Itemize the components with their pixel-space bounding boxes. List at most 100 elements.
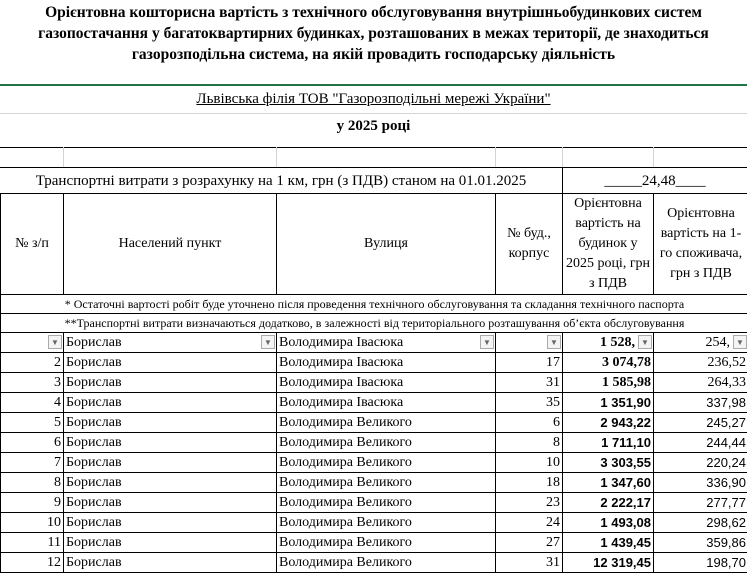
building-cell[interactable]: 17 xyxy=(495,352,563,373)
street-cell[interactable]: Володимира Великого xyxy=(276,532,496,553)
house-cost-cell[interactable]: 1 439,45 xyxy=(562,532,654,553)
city-cell[interactable]: Борислав xyxy=(63,432,277,453)
house-cost-cell[interactable]: 1 528, ▼ xyxy=(562,332,654,353)
row-number[interactable]: 6 xyxy=(0,432,64,453)
consumer-cost-cell[interactable]: 198,70 xyxy=(653,552,747,573)
consumer-cost-cell[interactable]: 244,44 xyxy=(653,432,747,453)
city-cell[interactable]: Борислав xyxy=(63,452,277,473)
year-label: у 2025 році xyxy=(336,118,411,134)
building-cell-text: 31 xyxy=(546,554,560,570)
house-cost-cell[interactable]: 1 347,60 xyxy=(562,472,654,493)
row-number[interactable]: 2 xyxy=(0,352,64,373)
filter-dropdown-icon[interactable]: ▼ xyxy=(480,335,494,349)
transport-value[interactable]: _____24,48____ xyxy=(604,173,706,189)
row-number[interactable]: 11 xyxy=(0,532,64,553)
note-1: * Остаточні вартості робіт буде уточнено… xyxy=(0,294,747,314)
row-number[interactable]: 3 xyxy=(0,372,64,393)
street-cell[interactable]: Володимира Великого xyxy=(276,492,496,513)
building-cell[interactable]: 23 xyxy=(495,492,563,513)
table-row: 7 Борислав Володимира Великого 10 3 303,55 22… xyxy=(0,452,747,473)
row-number[interactable]: 7 xyxy=(0,452,64,473)
row-number-text: 3 xyxy=(54,374,61,390)
building-cell[interactable]: 18 xyxy=(495,472,563,493)
filter-dropdown-icon[interactable]: ▼ xyxy=(638,335,652,349)
city-cell[interactable]: Борислав ▼ xyxy=(63,332,277,353)
table-row: 6 Борислав Володимира Великого 8 1 711,10 244… xyxy=(0,432,747,453)
table-row: 2 Борислав Володимира Івасюка 17 3 074,78 236… xyxy=(0,352,747,373)
city-cell[interactable]: Борислав xyxy=(63,352,277,373)
house-cost-cell[interactable]: 2 943,22 xyxy=(562,412,654,433)
house-cost-cell[interactable]: 3 074,78 xyxy=(562,352,654,373)
city-cell-text: Борислав xyxy=(66,534,122,550)
city-cell-text: Борислав xyxy=(66,374,122,390)
row-number[interactable]: 10 xyxy=(0,512,64,533)
house-cost-cell-text: 3 303,55 xyxy=(600,454,651,470)
consumer-cost-cell[interactable]: 245,27 xyxy=(653,412,747,433)
consumer-cost-cell[interactable]: 298,62 xyxy=(653,512,747,533)
filter-dropdown-icon[interactable]: ▼ xyxy=(261,335,275,349)
street-cell[interactable]: Володимира Івасюка xyxy=(276,392,496,413)
filter-dropdown-icon[interactable]: ▼ xyxy=(547,335,561,349)
building-cell[interactable]: 8 xyxy=(495,432,563,453)
city-cell[interactable]: Борислав xyxy=(63,472,277,493)
street-cell[interactable]: Володимира Івасюка ▼ xyxy=(276,332,496,353)
street-cell[interactable]: Володимира Великого xyxy=(276,552,496,573)
building-cell[interactable]: 35 xyxy=(495,392,563,413)
city-cell[interactable]: Борислав xyxy=(63,512,277,533)
house-cost-cell[interactable]: 1 585,98 xyxy=(562,372,654,393)
company-name-text: Львівська філія ТОВ "Газорозподільні мер… xyxy=(196,91,551,107)
filter-dropdown-icon[interactable]: ▼ xyxy=(733,335,747,349)
street-cell[interactable]: Володимира Великого xyxy=(276,432,496,453)
row-number[interactable]: 5 xyxy=(0,412,64,433)
house-cost-cell[interactable]: 2 222,17 xyxy=(562,492,654,513)
header-house-cost: Орієнтовна вартість на будинок у 2025 ро… xyxy=(562,193,654,295)
consumer-cost-cell[interactable]: 220,24 xyxy=(653,452,747,473)
city-cell[interactable]: Борислав xyxy=(63,532,277,553)
filter-dropdown-icon[interactable]: ▼ xyxy=(48,335,62,349)
city-cell[interactable]: Борислав xyxy=(63,392,277,413)
street-cell-text: Володимира Великого xyxy=(279,554,412,570)
street-cell[interactable]: Володимира Великого xyxy=(276,512,496,533)
building-cell[interactable]: ▼ xyxy=(495,332,563,353)
city-cell[interactable]: Борислав xyxy=(63,372,277,393)
city-cell[interactable]: Борислав xyxy=(63,492,277,513)
house-cost-cell[interactable]: 3 303,55 xyxy=(562,452,654,473)
consumer-cost-cell[interactable]: 277,77 xyxy=(653,492,747,513)
street-cell[interactable]: Володимира Великого xyxy=(276,452,496,473)
house-cost-cell[interactable]: 1 711,10 xyxy=(562,432,654,453)
consumer-cost-cell[interactable]: 336,90 xyxy=(653,472,747,493)
consumer-cost-cell[interactable]: 337,98 xyxy=(653,392,747,413)
street-cell[interactable]: Володимира Івасюка xyxy=(276,352,496,373)
street-cell-text: Володимира Івасюка xyxy=(279,394,404,410)
row-number[interactable]: 9 xyxy=(0,492,64,513)
street-cell[interactable]: Володимира Великого xyxy=(276,412,496,433)
building-cell[interactable]: 6 xyxy=(495,412,563,433)
building-cell[interactable]: 10 xyxy=(495,452,563,473)
row-number[interactable]: ▼ xyxy=(0,332,64,353)
city-cell-text: Борислав xyxy=(66,514,122,530)
street-cell[interactable]: Володимира Великого xyxy=(276,472,496,493)
building-cell-text: 6 xyxy=(553,414,560,430)
city-cell[interactable]: Борислав xyxy=(63,552,277,573)
transport-label: Транспортні витрати з розрахунку на 1 км… xyxy=(35,173,527,189)
city-cell[interactable]: Борислав xyxy=(63,412,277,433)
consumer-cost-cell-text: 236,52 xyxy=(707,354,747,370)
row-number[interactable]: 12 xyxy=(0,552,64,573)
header-row: № з/п Населений пункт Вулиця № буд., кор… xyxy=(0,193,747,295)
consumer-cost-cell[interactable]: 264,33 xyxy=(653,372,747,393)
house-cost-cell[interactable]: 12 319,45 xyxy=(562,552,654,573)
consumer-cost-cell[interactable]: 254, ▼ xyxy=(653,332,747,353)
building-cell[interactable]: 31 xyxy=(495,372,563,393)
building-cell[interactable]: 31 xyxy=(495,552,563,573)
row-number[interactable]: 4 xyxy=(0,392,64,413)
row-number[interactable]: 8 xyxy=(0,472,64,493)
street-cell[interactable]: Володимира Івасюка xyxy=(276,372,496,393)
building-cell[interactable]: 27 xyxy=(495,532,563,553)
house-cost-cell-text: 1 585,98 xyxy=(602,374,651,390)
consumer-cost-cell[interactable]: 359,86 xyxy=(653,532,747,553)
consumer-cost-cell[interactable]: 236,52 xyxy=(653,352,747,373)
house-cost-cell[interactable]: 1 493,08 xyxy=(562,512,654,533)
building-cell[interactable]: 24 xyxy=(495,512,563,533)
house-cost-cell[interactable]: 1 351,90 xyxy=(562,392,654,413)
house-cost-cell-text: 1 439,45 xyxy=(600,534,651,550)
